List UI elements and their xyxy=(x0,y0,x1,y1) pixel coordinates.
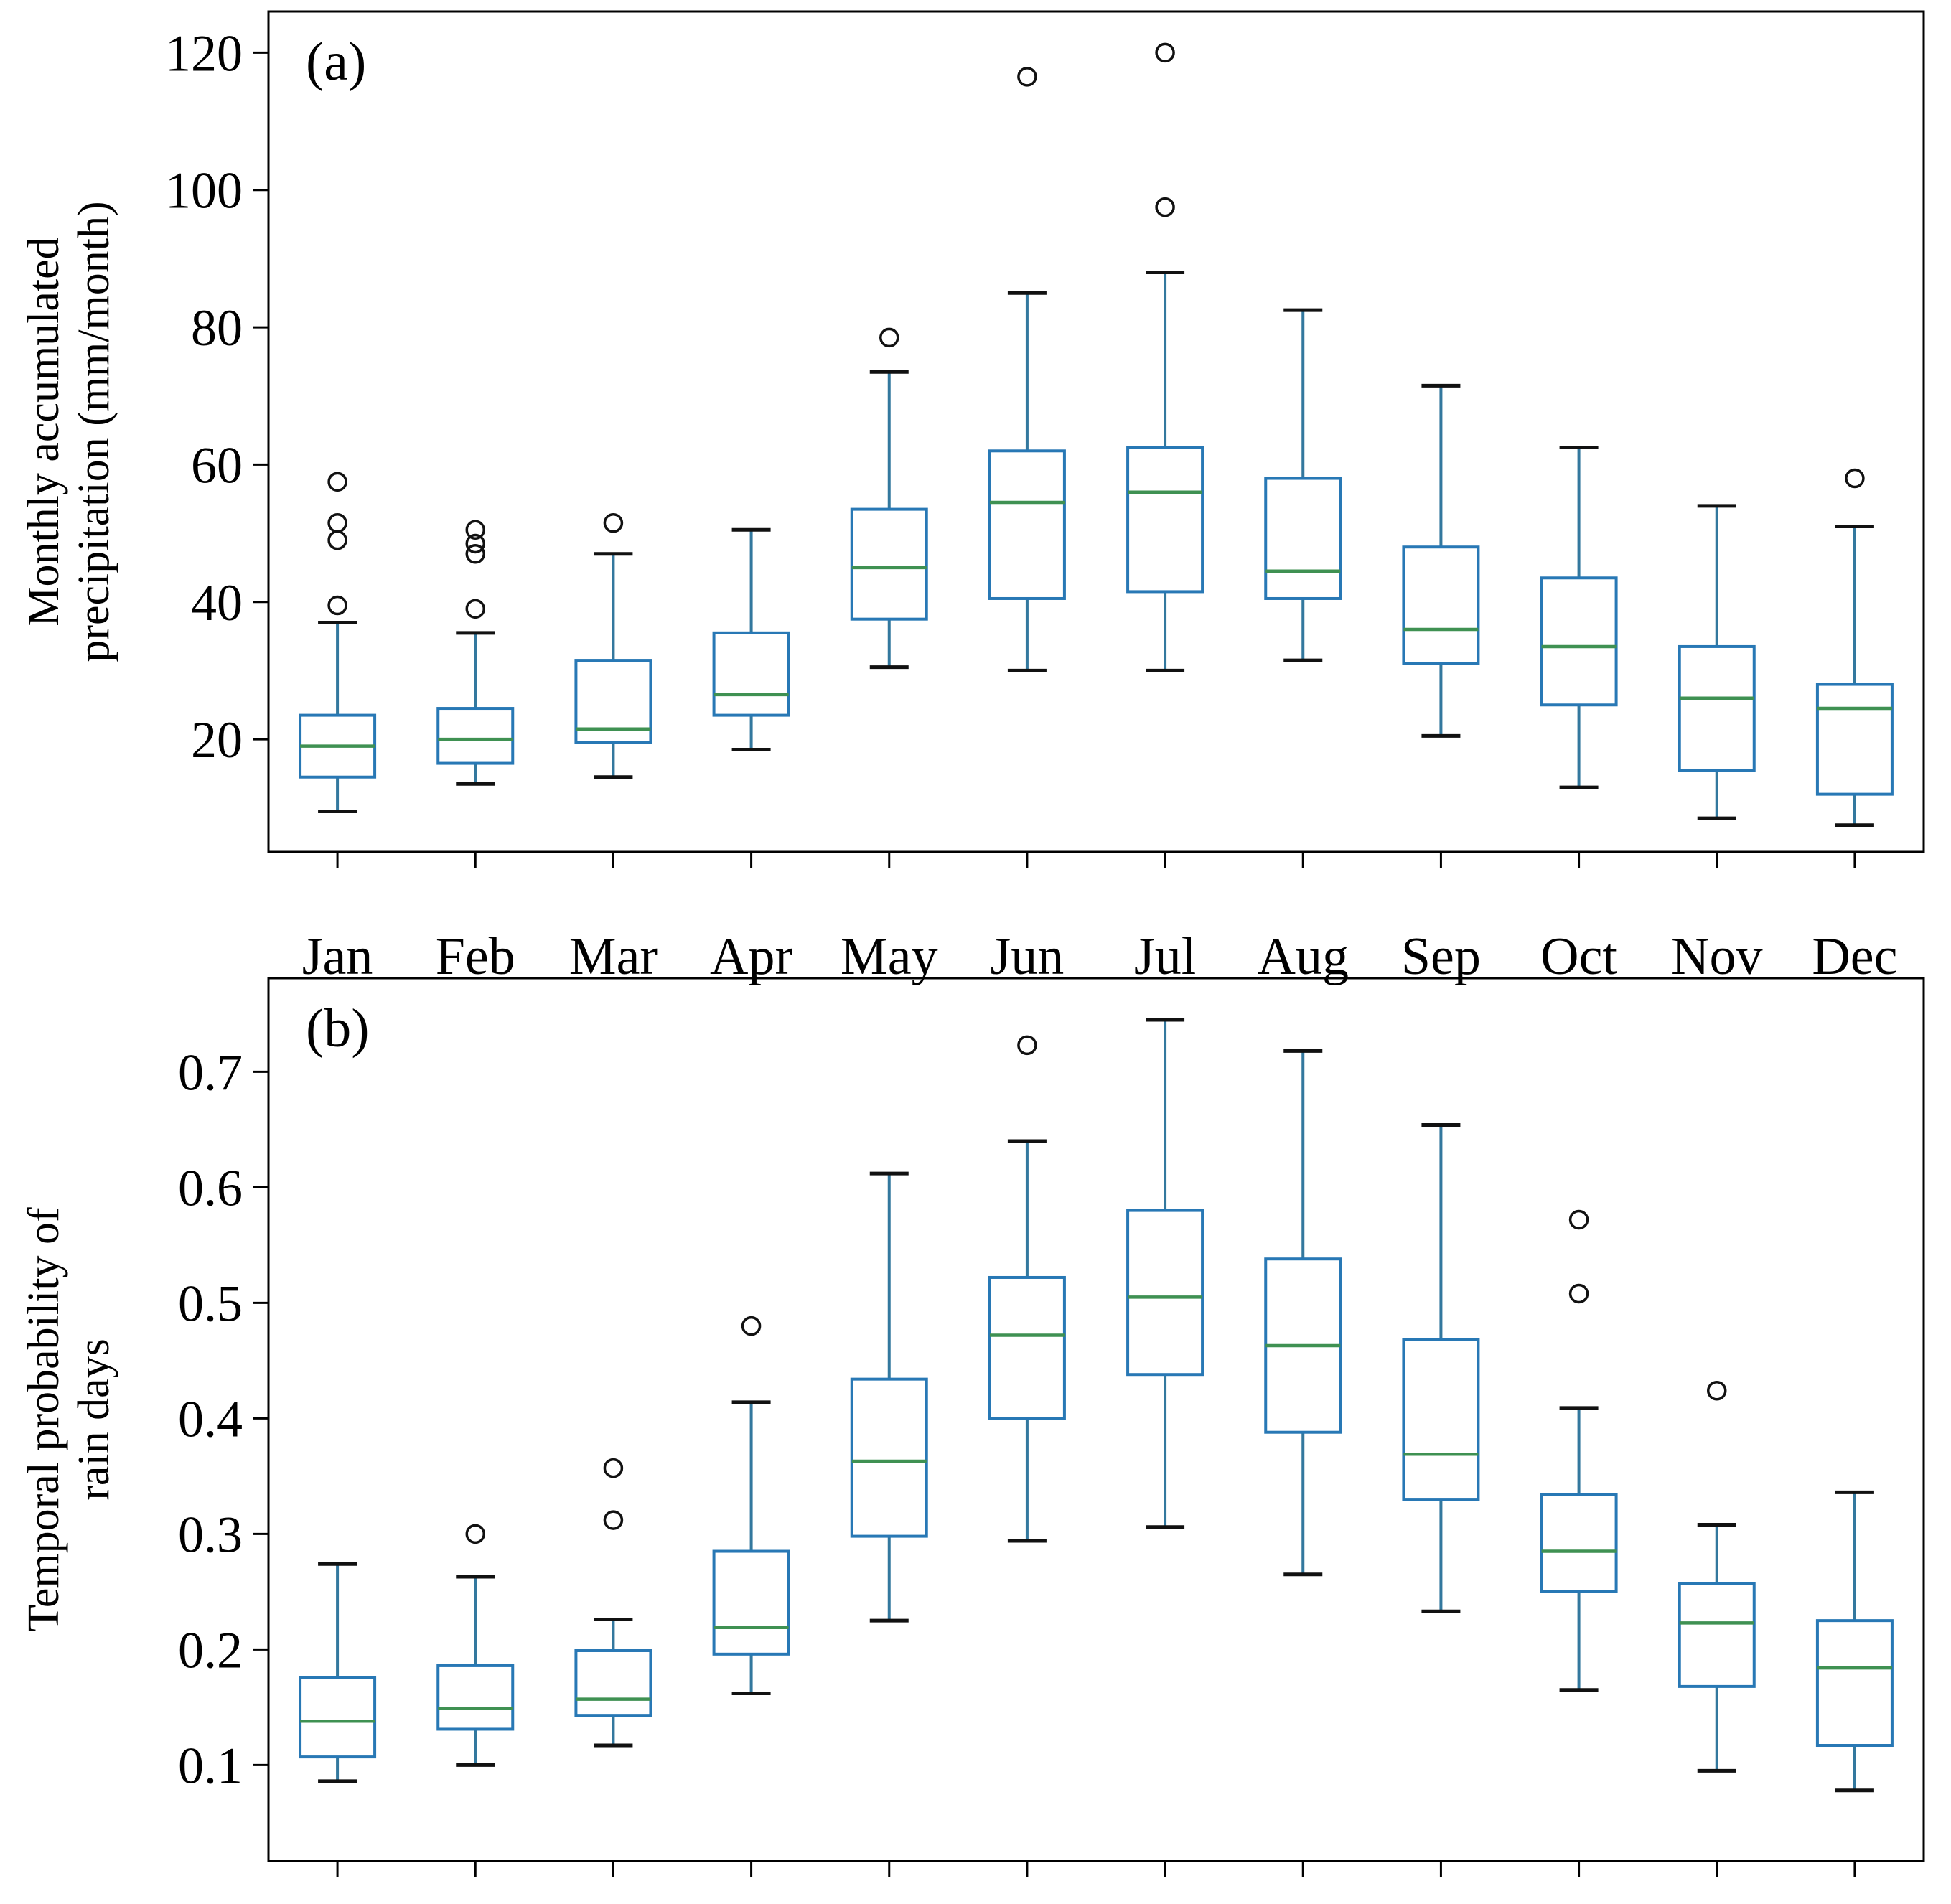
outlier-mar xyxy=(603,512,624,533)
y-tick-label: 60 xyxy=(191,436,243,494)
x-tick-label-oct: Oct xyxy=(1540,927,1617,986)
box-apr xyxy=(712,1549,790,1656)
box-nov xyxy=(1678,644,1756,772)
x-tick-label-aug: Aug xyxy=(1258,1900,1349,1904)
outlier-jan xyxy=(327,595,347,616)
box-apr xyxy=(712,631,790,717)
outlier-jul xyxy=(1155,42,1175,63)
x-tick-label-jul: Jul xyxy=(1134,1900,1196,1904)
y-tick-label: 0.3 xyxy=(178,1506,243,1563)
x-tick-label-nov: Nov xyxy=(1671,1900,1762,1904)
y-tick-label: 80 xyxy=(191,299,243,357)
outlier-apr xyxy=(741,1316,762,1336)
box-oct xyxy=(1540,576,1618,707)
x-tick-label-mar: Mar xyxy=(569,927,658,986)
y-tick-label: 0.4 xyxy=(178,1390,243,1448)
y-axis-label-panel-b: Temporal probability of rain days xyxy=(19,1207,118,1632)
outlier-dec xyxy=(1845,468,1865,489)
plot-border xyxy=(267,10,1925,853)
outlier-jun xyxy=(1017,67,1037,87)
outlier-nov xyxy=(1707,1381,1727,1401)
y-tick-label: 120 xyxy=(165,24,243,82)
x-tick-label-sep: Sep xyxy=(1401,927,1481,986)
box-aug xyxy=(1264,477,1342,600)
y-tick-label: 0.7 xyxy=(178,1044,243,1101)
outlier-feb xyxy=(465,544,485,564)
box-jun xyxy=(988,1275,1066,1420)
box-dec xyxy=(1815,683,1894,796)
box-may xyxy=(850,507,928,621)
box-jul xyxy=(1126,446,1204,594)
x-tick-label-sep: Sep xyxy=(1401,1900,1481,1904)
outlier-jul xyxy=(1155,197,1175,217)
box-jun xyxy=(988,449,1066,600)
y-tick-label: 0.6 xyxy=(178,1159,243,1216)
x-tick-label-jul: Jul xyxy=(1134,927,1196,986)
outlier-feb xyxy=(465,1524,485,1544)
box-may xyxy=(850,1377,928,1538)
x-tick-label-jun: Jun xyxy=(991,1900,1065,1904)
x-tick-label-dec: Dec xyxy=(1812,1900,1897,1904)
x-tick-label-may: May xyxy=(841,927,938,986)
box-sep xyxy=(1402,545,1480,665)
box-nov xyxy=(1678,1582,1756,1688)
y-tick-label: 100 xyxy=(165,162,243,220)
outlier-jan xyxy=(327,512,347,533)
box-feb xyxy=(436,707,515,765)
y-tick-label: 0.1 xyxy=(178,1737,243,1794)
outlier-mar xyxy=(603,1510,624,1530)
y-tick-label: 0.5 xyxy=(178,1275,243,1332)
x-tick-label-jun: Jun xyxy=(991,927,1065,986)
box-mar xyxy=(574,1649,652,1717)
x-tick-label-feb: Feb xyxy=(436,927,515,986)
outlier-oct xyxy=(1568,1283,1589,1304)
box-dec xyxy=(1815,1619,1894,1748)
outlier-jun xyxy=(1017,1035,1037,1056)
y-tick-label: 0.2 xyxy=(178,1621,243,1679)
x-tick-label-aug: Aug xyxy=(1258,927,1349,986)
x-tick-label-dec: Dec xyxy=(1812,927,1897,986)
y-tick-label: 40 xyxy=(191,574,243,632)
x-tick-label-jan: Jan xyxy=(302,1900,373,1904)
x-tick-label-apr: Apr xyxy=(710,927,792,986)
x-tick-label-nov: Nov xyxy=(1671,927,1762,986)
panel-label: (b) xyxy=(306,998,370,1059)
box-oct xyxy=(1540,1493,1618,1593)
outlier-jan xyxy=(327,472,347,492)
y-axis-label-panel-a: Monthly accumulated precipitation (mm/mo… xyxy=(19,201,118,662)
outlier-may xyxy=(879,327,899,348)
outlier-jan xyxy=(327,530,347,550)
x-tick-label-feb: Feb xyxy=(436,1900,515,1904)
box-mar xyxy=(574,659,652,744)
y-tick-label: 20 xyxy=(191,711,243,769)
x-tick-label-oct: Oct xyxy=(1540,1900,1617,1904)
x-tick-label-jan: Jan xyxy=(302,927,373,986)
outlier-feb xyxy=(465,599,485,619)
x-tick-label-may: May xyxy=(841,1900,938,1904)
plot-border xyxy=(267,977,1925,1862)
x-tick-label-apr: Apr xyxy=(710,1900,792,1904)
box-feb xyxy=(436,1664,515,1731)
box-jan xyxy=(299,1676,377,1759)
x-tick-label-mar: Mar xyxy=(569,1900,658,1904)
outlier-mar xyxy=(603,1458,624,1478)
outlier-feb xyxy=(465,533,485,554)
panel-label: (a) xyxy=(306,32,366,92)
box-sep xyxy=(1402,1338,1480,1501)
outlier-feb xyxy=(465,520,485,540)
outlier-oct xyxy=(1568,1209,1589,1230)
box-jul xyxy=(1126,1209,1204,1377)
